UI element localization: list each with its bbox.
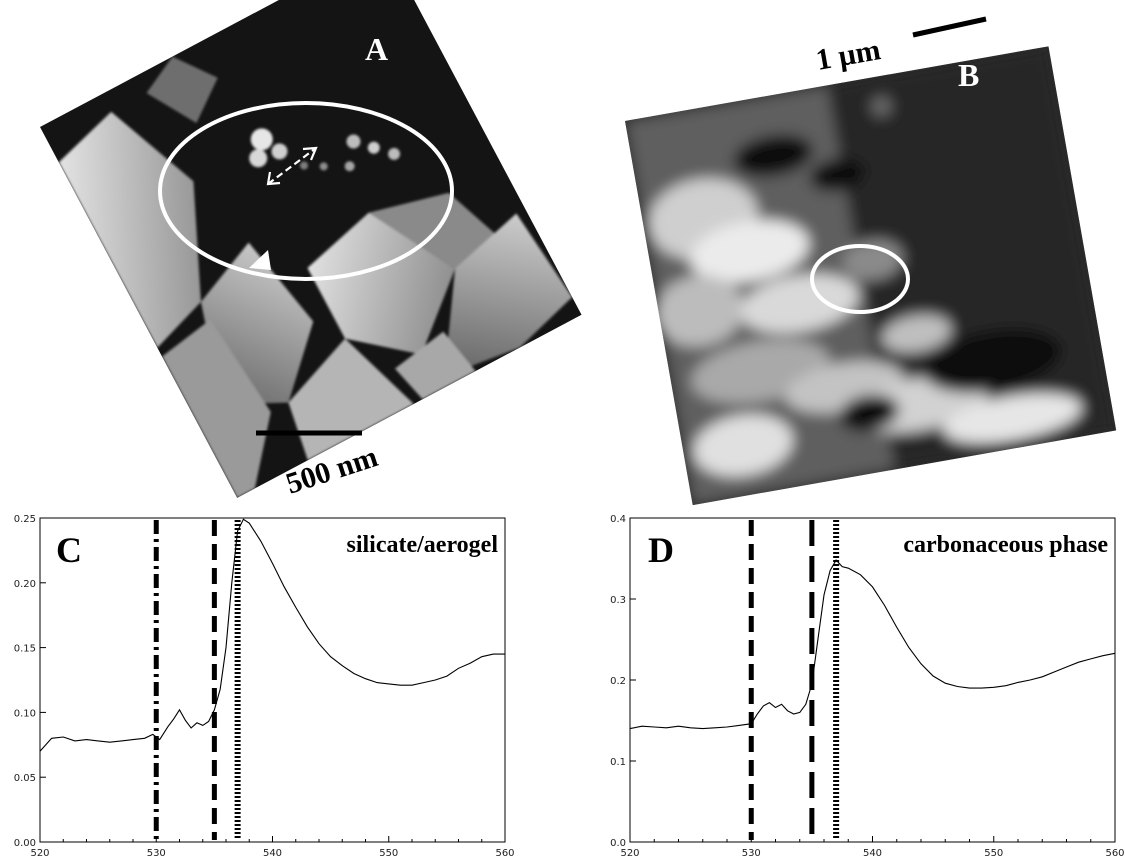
panel-a-dashed-arrow-icon [266, 146, 318, 186]
x-tick-label: 540 [263, 848, 282, 859]
panel-b-letter: B [958, 57, 979, 93]
x-tick-label: 520 [30, 848, 49, 859]
panel-a [40, 0, 582, 498]
plot-d-frame [629, 517, 1116, 843]
panel-a-letter: A [365, 31, 388, 67]
y-tick-label: 0.1 [610, 757, 626, 768]
plot-d-title: carbonaceous phase [903, 532, 1108, 558]
y-tick-label: 0.2 [610, 676, 626, 687]
x-tick-label: 560 [495, 848, 514, 859]
y-tick-label: 0.20 [14, 579, 36, 590]
x-tick-label: 520 [620, 848, 639, 859]
x-tick-label: 540 [863, 848, 882, 859]
x-tick-label: 530 [147, 848, 166, 859]
x-tick-label: 560 [1105, 848, 1124, 859]
x-tick-label: 550 [379, 848, 398, 859]
y-tick-label: 0.10 [14, 708, 36, 719]
plot-c: 520 530 540 550 5600.000.050.100.150.200.25 … [14, 514, 515, 859]
plot-d-ticks: 520 530 540 550 560 0.0 0.1 0.2 0.3 0.4 [610, 514, 1124, 859]
plot-c-reference-lines [153, 520, 241, 840]
y-tick-label: 0.15 [14, 644, 36, 655]
y-tick-label: 0.05 [14, 773, 36, 784]
panel-a-arrowhead-icon [249, 250, 271, 270]
x-tick-label: 550 [984, 848, 1003, 859]
panel-b-region-circle [810, 244, 910, 314]
plot-d-spectrum-line [629, 559, 1116, 730]
y-tick-label: 0.3 [610, 595, 626, 606]
plot-d-title-backdrop [855, 524, 1113, 556]
plot-c-spectrum-line [39, 518, 505, 752]
y-tick-label: 0.0 [610, 838, 626, 849]
panel-b-scale-label: 1 µm [813, 33, 883, 77]
plot-d-reference-lines [748, 520, 840, 840]
panel-b [625, 46, 1117, 506]
plot-d-letter: D [648, 530, 674, 570]
panel-a-crystals [58, 56, 573, 498]
plot-c-title: silicate/aerogel [347, 532, 499, 558]
plot-c-letter: C [56, 530, 82, 570]
x-tick-label: 530 [742, 848, 761, 859]
y-tick-label: 0.25 [14, 514, 36, 525]
plot-c-ticks: 520 530 540 550 560 0.00 0.05 0.10 0.15 0.20 0.25 [14, 514, 515, 859]
panel-b-scale-bar [912, 16, 987, 38]
plot-d: 520 530 540 550 560 0.0 0.1 0.2 0.3 0.4 D carbona… [610, 514, 1124, 859]
panel-a-region-circle [158, 101, 454, 281]
y-tick-label: 0.4 [610, 514, 626, 525]
y-tick-label: 0.00 [14, 838, 36, 849]
panel-b-intensity [625, 46, 1117, 506]
